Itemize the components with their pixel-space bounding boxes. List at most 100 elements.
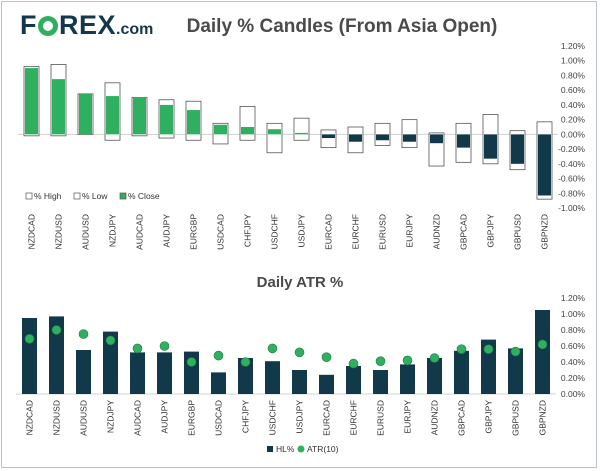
- candles-y-tick: 0.00%: [561, 129, 586, 139]
- candles-x-tick: EURUSD: [378, 214, 388, 250]
- candles-x-tick: EURCHF: [351, 214, 361, 249]
- atr-legend: HL% ATR(10): [267, 444, 339, 454]
- candle-close-bar: [160, 104, 173, 135]
- logo-o-icon: [38, 16, 58, 36]
- atr-bar: [400, 364, 415, 394]
- legend-label: % High: [34, 191, 62, 201]
- atr-marker: [510, 346, 521, 357]
- candle-close-bar: [322, 134, 335, 139]
- atr-marker: [483, 344, 494, 355]
- atr-bar: [319, 374, 334, 394]
- legend-swatch: [25, 192, 33, 200]
- candle-range: [401, 119, 418, 149]
- legend-swatch-hl: [267, 446, 273, 452]
- atr-bar: [103, 331, 118, 394]
- atr-x-tick: AUDNZD: [430, 400, 440, 435]
- atr-x-tick: EURJPY: [403, 400, 413, 434]
- atr-x-tick: GBPJPY: [484, 400, 494, 434]
- atr-marker: [375, 356, 386, 367]
- legend-label: % Low: [82, 191, 108, 201]
- atr-marker: [321, 352, 332, 363]
- atr-bar: [265, 361, 280, 394]
- candle-close-bar: [133, 97, 146, 135]
- atr-x-tick: EURGBP: [187, 400, 197, 436]
- forex-logo: F REX.com: [20, 10, 153, 40]
- atr-x-tick: AUDUSD: [79, 400, 89, 436]
- candles-title: Daily % Candles (From Asia Open): [187, 16, 498, 37]
- atr-x-tick: GBPCAD: [457, 400, 467, 436]
- atr-bar: [292, 370, 307, 394]
- atr-x-tick: USDCHF: [268, 400, 278, 435]
- atr-x-tick: EURUSD: [376, 400, 386, 436]
- atr-bar: [157, 352, 172, 394]
- atr-marker: [105, 335, 116, 346]
- atr-bar: [346, 366, 361, 394]
- candles-x-tick: EURGBP: [189, 214, 199, 250]
- candle-close-bar: [376, 134, 389, 141]
- atr-y-tick: 1.20%: [561, 293, 586, 303]
- logo-tld: .com: [116, 21, 154, 38]
- candle-range: [293, 117, 310, 141]
- candles-x-tick: USDCAD: [216, 214, 226, 250]
- candles-x-tick: NZDUSD: [54, 214, 64, 249]
- atr-marker: [402, 355, 413, 366]
- candle-close-bar: [349, 134, 362, 142]
- atr-marker: [51, 325, 62, 335]
- candles-x-tick: AUDCAD: [135, 214, 145, 250]
- atr-bar: [508, 348, 523, 394]
- candles-x-tick: USDCHF: [270, 214, 280, 249]
- atr-marker: [537, 339, 548, 350]
- atr-marker: [240, 357, 251, 367]
- candles-y-tick: 1.20%: [561, 41, 586, 51]
- atr-x-tick: AUDJPY: [160, 400, 170, 434]
- candle-close-bar: [106, 96, 119, 135]
- candles-x-tick: GBPNZD: [540, 214, 550, 249]
- atr-y-tick: 0.40%: [561, 357, 586, 367]
- candle-close-bar: [187, 110, 200, 135]
- atr-x-tick: NZDCAD: [25, 400, 35, 435]
- atr-x-tick: CHFJPY: [241, 400, 251, 433]
- candle-close-bar: [430, 134, 443, 144]
- atr-marker: [132, 343, 143, 354]
- candle-range: [239, 105, 256, 141]
- atr-marker: [159, 341, 170, 351]
- atr-bar: [49, 316, 64, 394]
- atr-marker: [186, 357, 197, 367]
- candles-x-tick: NZDJPY: [108, 214, 118, 247]
- candles-y-tick: 0.60%: [561, 85, 586, 95]
- candles-y-tick: -0.80%: [558, 188, 585, 198]
- atr-x-tick: GBPUSD: [511, 400, 521, 436]
- atr-title: Daily ATR %: [257, 274, 344, 291]
- atr-marker: [348, 358, 359, 369]
- candle-close-bar: [295, 132, 308, 135]
- candle-close-bar: [214, 124, 227, 135]
- candles-x-tick: AUDNZD: [432, 214, 442, 249]
- candle-range: [320, 129, 337, 149]
- candle-close-bar: [538, 134, 551, 196]
- atr-bar: [76, 350, 91, 394]
- candles-x-tick: GBPCAD: [459, 214, 469, 250]
- atr-x-tick: NZDJPY: [106, 400, 116, 433]
- atr-marker: [24, 333, 35, 344]
- candle-close-bar: [79, 93, 92, 135]
- candle-close-bar: [268, 129, 281, 135]
- atr-y-tick: 1.00%: [561, 309, 586, 319]
- atr-x-tick: EURCHF: [349, 400, 359, 435]
- atr-y-tick: 0.00%: [561, 389, 586, 399]
- candles-y-tick: 0.40%: [561, 100, 586, 110]
- legend-swatch-atr: [297, 445, 305, 453]
- candles-y-tick: 1.00%: [561, 56, 586, 66]
- candle-close-bar: [52, 79, 65, 135]
- legend-label-hl: HL%: [276, 444, 295, 454]
- legend-label-atr: ATR(10): [307, 444, 339, 454]
- atr-bar: [481, 339, 496, 394]
- atr-bar: [22, 318, 37, 394]
- atr-y-tick: 0.60%: [561, 341, 586, 351]
- atr-marker: [78, 329, 89, 339]
- atr-y-tick: 0.80%: [561, 325, 586, 335]
- candles-legend: % High % Low % Close: [25, 191, 160, 201]
- legend-swatch: [73, 192, 81, 200]
- candle-close-bar: [25, 68, 38, 135]
- atr-bar: [373, 370, 388, 394]
